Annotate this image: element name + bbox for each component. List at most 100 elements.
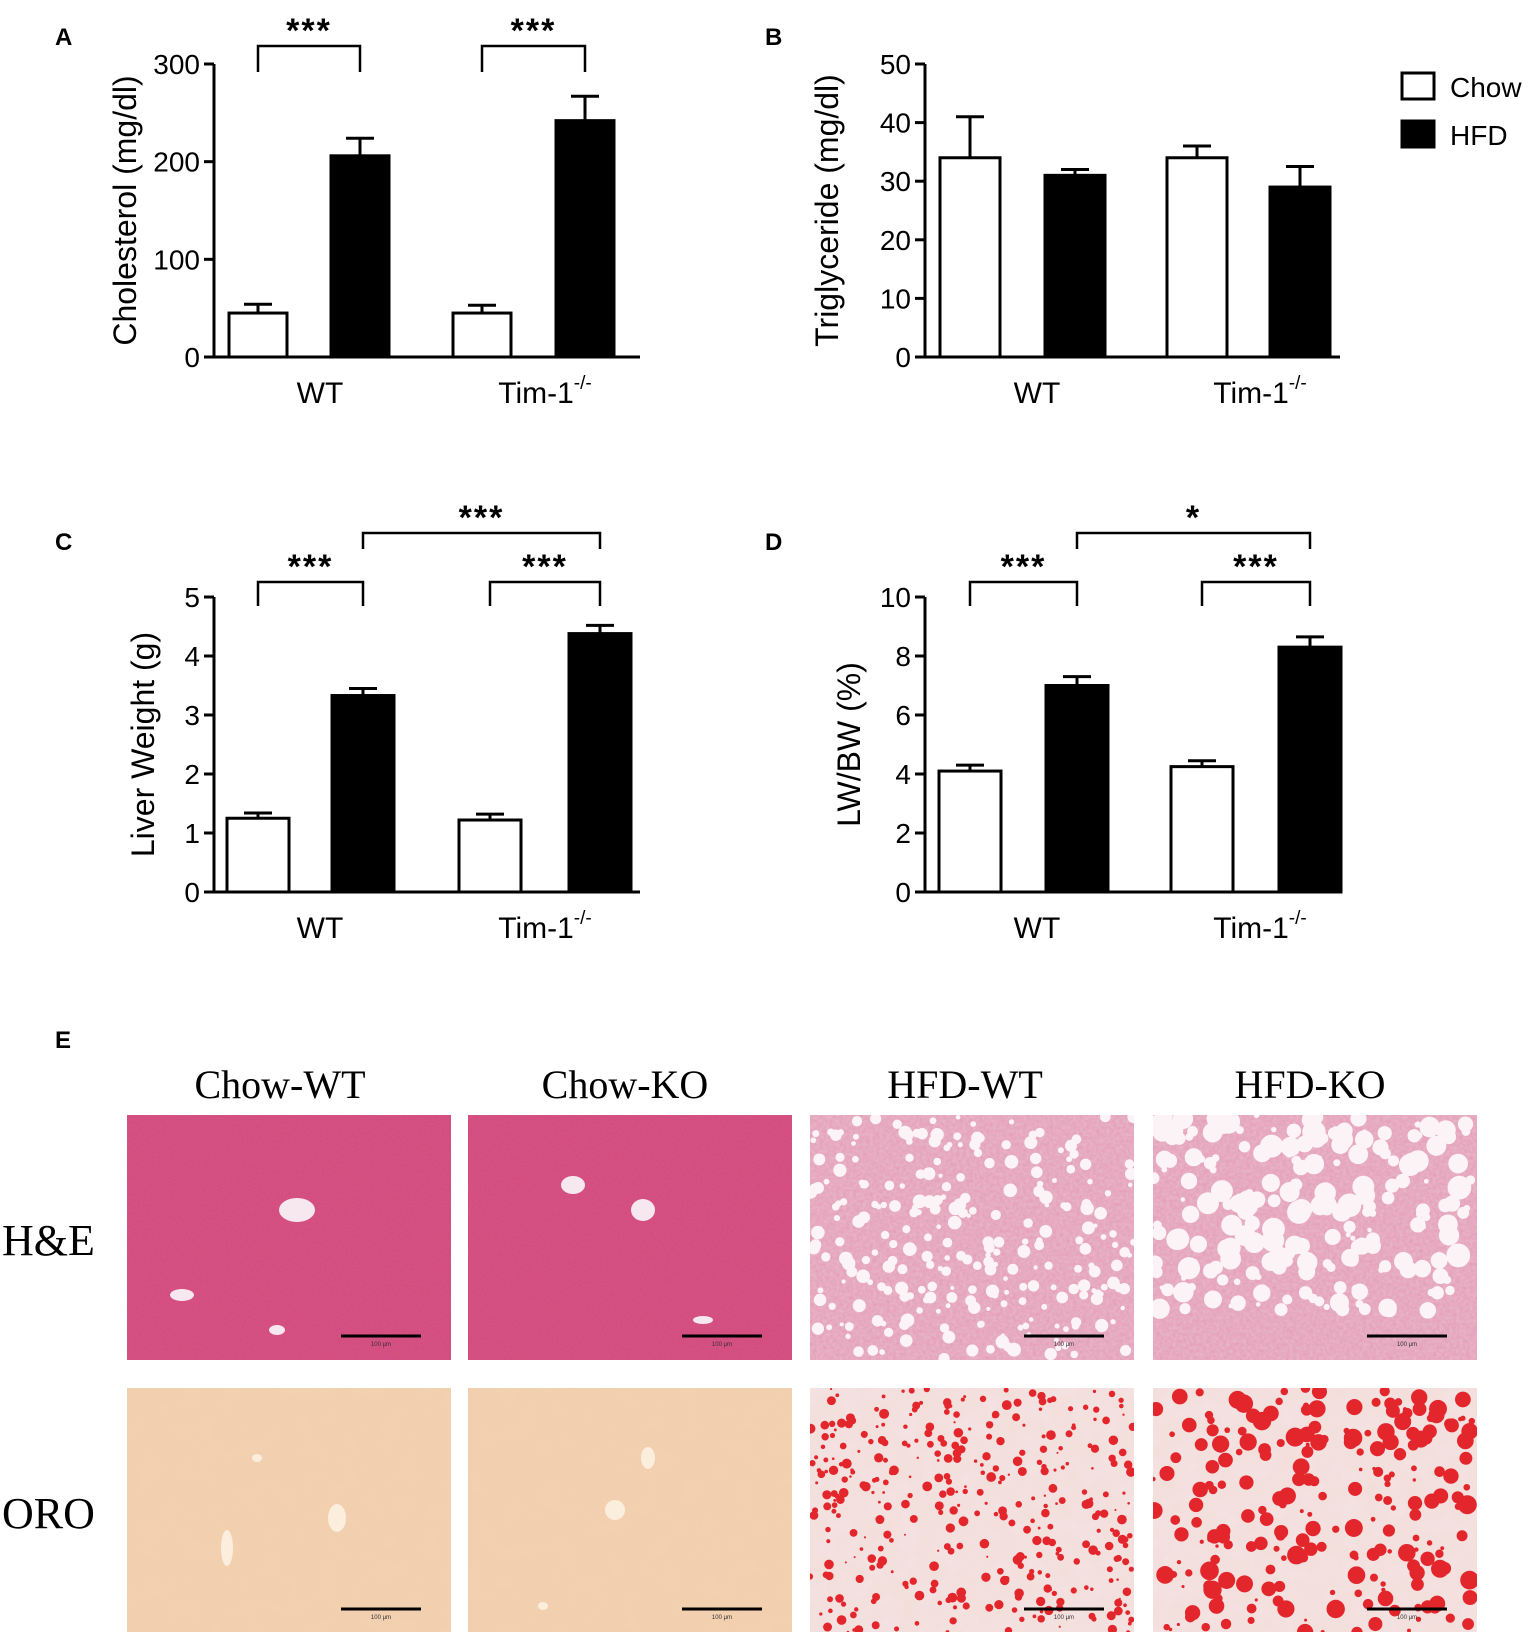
lipid-droplet xyxy=(1281,1555,1287,1561)
lipid-vacuole xyxy=(1234,1225,1256,1247)
lipid-droplet xyxy=(994,1599,1004,1610)
lipid-droplet xyxy=(855,1574,864,1584)
significance-label: *** xyxy=(522,548,568,586)
lipid-droplet xyxy=(1107,1624,1118,1632)
lipid-vacuole xyxy=(1367,1227,1372,1233)
lipid-droplet xyxy=(1259,1449,1272,1461)
lipid-vacuole xyxy=(1296,1135,1314,1153)
lipid-droplet xyxy=(986,1472,997,1482)
lipid-droplet xyxy=(1028,1389,1037,1397)
lipid-droplet xyxy=(1081,1489,1088,1495)
lipid-vacuole xyxy=(973,1148,983,1158)
lipid-droplet xyxy=(1091,1467,1094,1470)
y-tick-label: 3 xyxy=(184,700,200,731)
lipid-droplet xyxy=(1409,1565,1425,1581)
lipid-vacuole xyxy=(916,1307,923,1314)
lipid-droplet xyxy=(1435,1549,1444,1558)
lipid-vacuole xyxy=(1017,1324,1024,1331)
lipid-vacuole xyxy=(969,1207,977,1215)
lipid-vacuole xyxy=(927,1281,938,1292)
lipid-vacuole xyxy=(1070,1350,1079,1359)
lipid-vacuole xyxy=(1377,1126,1392,1141)
lipid-droplet xyxy=(1235,1448,1243,1456)
lipid-droplet xyxy=(1185,1569,1193,1577)
lipid-vacuole xyxy=(973,1261,982,1270)
lipid-vacuole xyxy=(813,1293,827,1307)
lipid-droplet xyxy=(1276,1438,1285,1448)
lipid-droplet xyxy=(1001,1400,1012,1411)
lipid-vacuole xyxy=(1421,1224,1426,1230)
panel-letter-e: E xyxy=(55,1027,71,1054)
lipid-vacuole xyxy=(955,1115,961,1120)
lipid-vacuole xyxy=(984,1263,997,1276)
lipid-droplet xyxy=(835,1594,844,1603)
column-label-hfd-ko: HFD-KO xyxy=(1234,1062,1385,1107)
lipid-droplet xyxy=(980,1470,986,1476)
lipid-vacuole xyxy=(892,1119,902,1130)
lipid-droplet xyxy=(883,1457,888,1463)
lipid-vacuole xyxy=(1314,1296,1325,1307)
lipid-droplet xyxy=(946,1487,955,1496)
lipid-vacuole xyxy=(1217,1239,1237,1259)
scale-bar-label: 100 μm xyxy=(712,1342,732,1348)
lipid-droplet xyxy=(863,1536,867,1539)
lipid-droplet xyxy=(1384,1480,1391,1488)
bar-chow xyxy=(457,818,523,894)
lipid-vacuole xyxy=(845,1333,851,1339)
lipid-droplet xyxy=(1008,1519,1016,1527)
lipid-droplet xyxy=(831,1457,835,1461)
lipid-droplet xyxy=(836,1615,847,1625)
lipid-vacuole xyxy=(942,1237,953,1248)
lipid-vacuole xyxy=(902,1242,917,1257)
lipid-vacuole xyxy=(995,1335,1010,1349)
bar-chow xyxy=(938,156,1002,359)
lipid-droplet xyxy=(953,1411,960,1418)
lipid-vacuole xyxy=(870,1115,882,1125)
significance-label: *** xyxy=(459,499,505,537)
lipid-droplet xyxy=(911,1517,916,1523)
lipid-droplet xyxy=(1109,1527,1115,1532)
lipid-droplet xyxy=(1444,1418,1459,1433)
lipid-vacuole xyxy=(880,1320,887,1327)
lipid-droplet xyxy=(1117,1514,1127,1525)
lipid-droplet xyxy=(1128,1566,1134,1572)
lipid-vacuole xyxy=(1080,1201,1094,1216)
lipid-vacuole xyxy=(871,1315,884,1327)
y-tick-label: 10 xyxy=(880,582,911,613)
lipid-droplet xyxy=(951,1441,960,1450)
lipid-droplet xyxy=(1411,1465,1417,1472)
significance-bracket xyxy=(256,580,365,606)
lipid-droplet xyxy=(930,1579,939,1588)
lipid-droplet xyxy=(1046,1430,1056,1440)
lipid-vacuole xyxy=(839,1198,848,1206)
lipid-droplet xyxy=(953,1454,962,1463)
significance-bracket xyxy=(480,44,587,72)
lipid-droplet xyxy=(810,1460,816,1467)
lipid-droplet xyxy=(1308,1400,1326,1418)
lipid-droplet xyxy=(841,1458,852,1469)
y-tick-label: 6 xyxy=(895,700,911,731)
lipid-droplet xyxy=(960,1397,965,1402)
lipid-vacuole xyxy=(968,1285,977,1294)
lipid-droplet xyxy=(964,1485,967,1489)
lipid-vacuole xyxy=(1345,1232,1351,1238)
lipid-droplet xyxy=(1208,1598,1225,1614)
lipid-vacuole xyxy=(895,1281,909,1295)
lipid-droplet xyxy=(850,1611,857,1619)
lipid-droplet xyxy=(1108,1454,1116,1463)
lipid-droplet xyxy=(929,1586,937,1594)
micrograph-he-3: 100 μm xyxy=(810,1115,1134,1360)
category-label: Tim-1-/- xyxy=(1213,908,1306,945)
lipid-droplet xyxy=(1318,1491,1327,1501)
lipid-vacuole xyxy=(1039,1225,1053,1238)
lipid-droplet xyxy=(1303,1402,1309,1409)
lipid-droplet xyxy=(1228,1390,1247,1409)
bar-chow xyxy=(937,769,1003,894)
lipid-vacuole xyxy=(1081,1221,1095,1235)
lipid-droplet xyxy=(952,1605,958,1610)
lipid-droplet xyxy=(1398,1543,1416,1562)
category-label: WT xyxy=(1014,912,1061,945)
lipid-droplet xyxy=(1241,1509,1255,1523)
lipid-droplet xyxy=(1215,1544,1219,1548)
lipid-droplet xyxy=(1370,1516,1376,1522)
